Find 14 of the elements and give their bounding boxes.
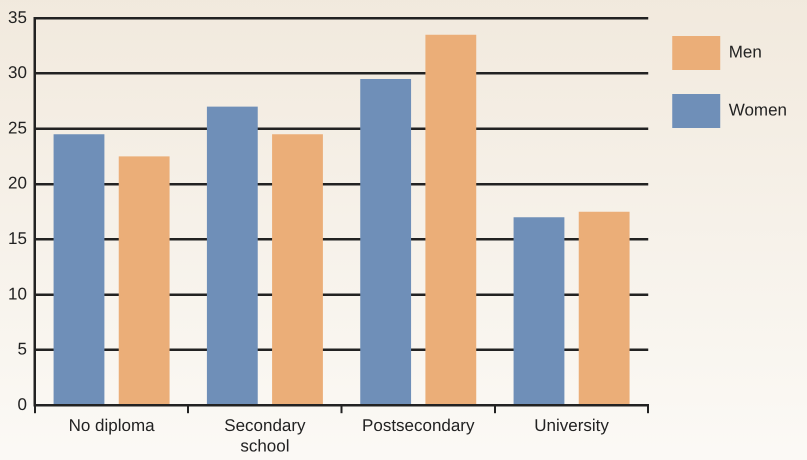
x-tick-label: University [534, 416, 610, 436]
y-tick-label: 30 [8, 63, 27, 82]
y-tick-label: 35 [8, 8, 27, 27]
x-tick-label: Secondary school [224, 416, 306, 456]
y-tick-label: 10 [8, 284, 27, 304]
x-tick-label: Postsecondary [362, 416, 475, 436]
y-tick-label: 0 [17, 394, 27, 414]
legend-label: Women [728, 100, 787, 120]
y-tick-label: 25 [8, 118, 27, 138]
legend-label: Men [728, 42, 762, 62]
y-tick-label: 15 [8, 229, 27, 248]
x-tick-label: No diploma [68, 416, 156, 436]
y-tick-label: 20 [8, 174, 27, 193]
y-tick-label: 5 [17, 340, 27, 359]
